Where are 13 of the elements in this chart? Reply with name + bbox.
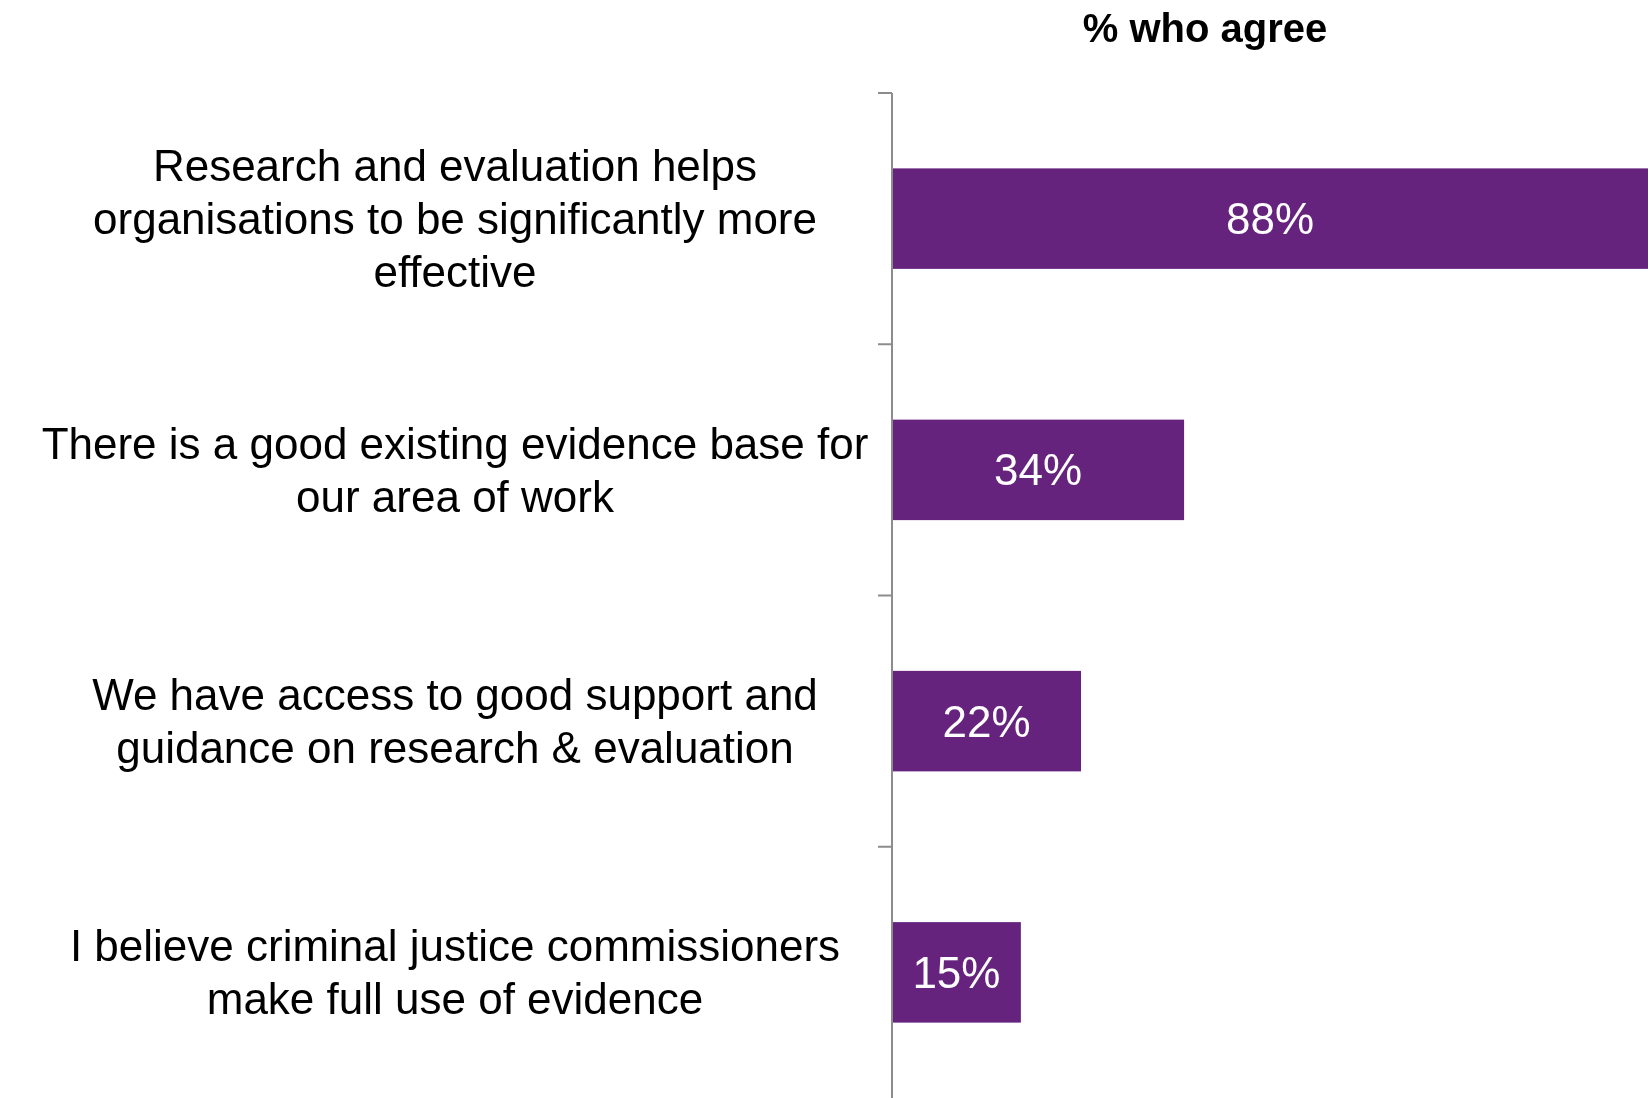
bar	[892, 670, 1081, 772]
bar	[892, 168, 1648, 269]
data-label: 22%	[942, 696, 1031, 746]
y-tick-label: Research and evaluation helps organisations to be significantly more effective	[93, 141, 817, 296]
data-label: 88%	[1225, 194, 1315, 244]
y-tick-label: We have access to good support and guidance on research & evaluation	[92, 670, 818, 772]
y-tick-label: I believe criminal justice commissioners make full use of evidence	[69, 921, 841, 1024]
data-label: 34%	[994, 445, 1083, 495]
bar	[892, 922, 1021, 1023]
data-label: 15%	[912, 947, 1001, 997]
chart-title: % who agree	[1082, 6, 1328, 50]
bar	[892, 419, 1185, 521]
y-tick-label: There is a good existing evidence base for our area of work	[41, 418, 869, 521]
